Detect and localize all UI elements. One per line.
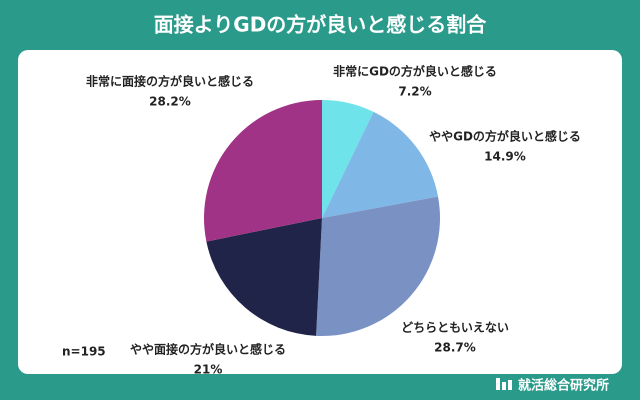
value-label: 21% [194, 363, 223, 377]
pie-slice [204, 100, 322, 242]
value-label: 28.7% [434, 341, 476, 355]
value-label: 7.2% [398, 85, 431, 99]
chart-title: 面接よりGDの方が良いと感じる割合 [154, 13, 488, 37]
pie-slice [322, 111, 439, 218]
slice-label: 非常に面接の方が良いと感じる [86, 74, 254, 89]
slice-label: やや面接の方が良いと感じる [130, 342, 286, 357]
source: 就活総合研究所 [518, 378, 609, 394]
slice-label: どちらともいえない [401, 321, 509, 335]
pie-slice [206, 218, 322, 336]
slice-label: 非常にGDの方が良いと感じる [333, 64, 497, 79]
pie-slice [316, 196, 440, 336]
value-label: 14.9% [484, 150, 526, 164]
sample-size: n=195 [62, 345, 106, 359]
slice-label: ややGDの方が良いと感じる [429, 129, 581, 144]
logo [496, 378, 512, 390]
value-label: 28.2% [149, 95, 191, 109]
pie-slice [322, 100, 374, 218]
